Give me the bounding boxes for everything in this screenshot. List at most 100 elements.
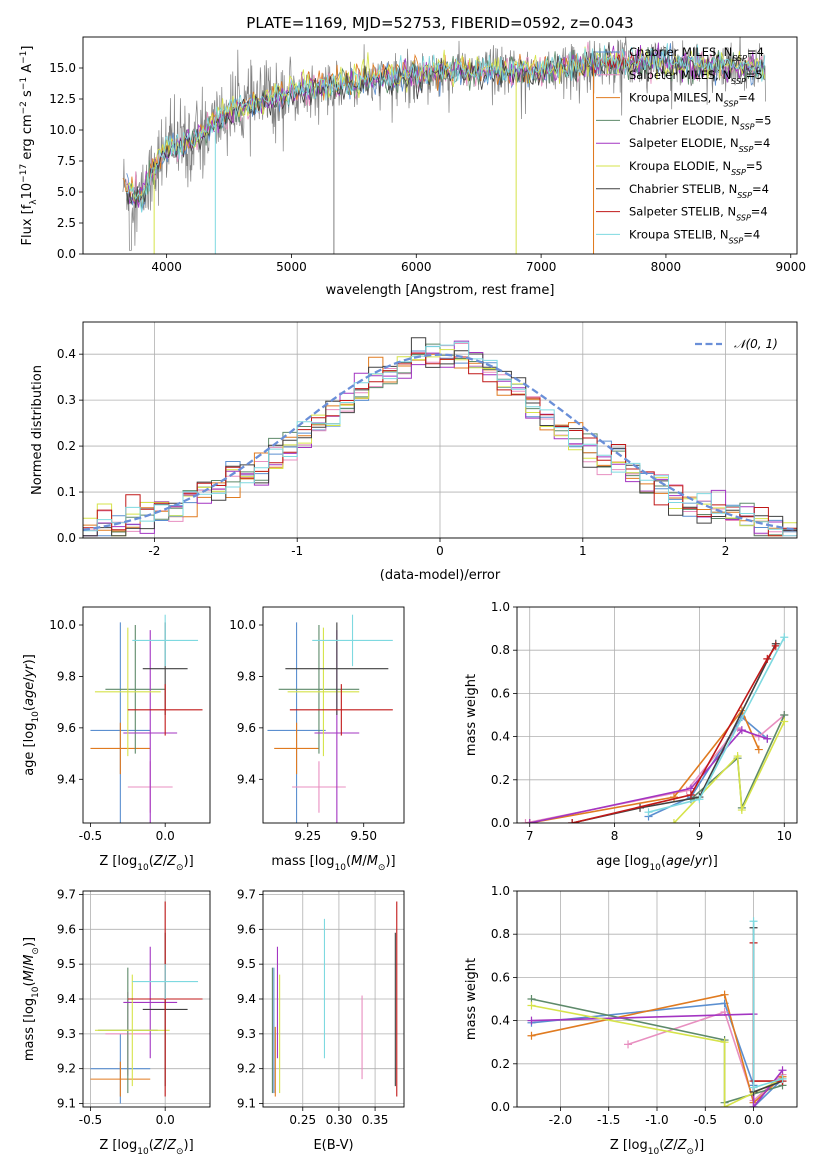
mass-vs-Z-frame <box>82 890 211 1108</box>
spectrum-ylabel: Flux [fλ10−17 erg cm−2 s−1 A−1] <box>19 46 39 246</box>
weight-marker-kroupa-elodie <box>527 1001 536 1010</box>
x-tick-label: -0.5 <box>79 829 102 843</box>
age-vs-Z-frame <box>82 606 211 824</box>
y-tick-label: 9.5 <box>57 957 76 971</box>
age-vs-mass-xlabel: mass [log10(M/M⊙)] <box>271 854 395 873</box>
x-tick-label: 5000 <box>276 260 307 274</box>
y-tick-label: 0.0 <box>57 247 76 261</box>
weight-marker-kroupa-stelib <box>749 1083 758 1092</box>
weight-vs-Z-ylabel: mass weight <box>464 958 479 1040</box>
weight-marker-kroupa-miles <box>669 793 678 802</box>
weight-marker-kroupa-stelib <box>780 633 789 642</box>
age-vs-Z-axes: -0.5 0.0 9.4 9.6 9.8 10.0 Z [log10(Z/Z⊙)] age [… <box>22 606 211 873</box>
residuals-xlabel: (data-model)/error <box>380 568 501 583</box>
y-tick-label: 0.0 <box>491 816 510 830</box>
x-tick-label: 7 <box>526 829 534 843</box>
age-vs-Z-plot-area <box>90 614 203 823</box>
x-tick-label: 8 <box>611 829 619 843</box>
y-tick-label: 9.4 <box>57 992 76 1006</box>
x-tick-label: 0.0 <box>744 1113 763 1127</box>
weight-line-kroupa-elodie <box>673 721 786 823</box>
weight-vs-age-plot-area <box>517 607 797 823</box>
spectrum-xlabel: wavelength [Angstrom, rest frame] <box>326 283 555 298</box>
y-tick-label: 0.4 <box>491 730 510 744</box>
mass-vs-Z-axes: -0.5 0.0 9.1 9.2 9.3 9.4 9.5 9.6 9.7 Z [log10(Z/Z… <box>22 887 211 1157</box>
weight-marker-kroupa-elodie <box>733 752 742 761</box>
weight-vs-Z-frame <box>516 890 798 1108</box>
y-tick-label: 9.6 <box>57 922 76 936</box>
residuals-axes: -2 -1 0 1 2 0.0 0.1 0.2 0.3 0.4 (data-model)/error… <box>30 321 798 583</box>
age-vs-mass-axes: 9.25 9.50 9.4 9.6 9.8 10.0 mass [log10(M/M⊙)] <box>229 606 405 873</box>
y-tick-label: 9.3 <box>57 1027 76 1041</box>
legend-label-kroupa-stelib: Kroupa STELIB, NSSP=4 <box>629 227 760 245</box>
y-tick-label: 9.3 <box>237 1027 256 1041</box>
y-tick-label: 9.1 <box>57 1097 76 1111</box>
x-tick-label: 6000 <box>401 260 432 274</box>
x-tick-label: 0.35 <box>362 1113 389 1127</box>
x-tick-label: 9.50 <box>350 829 377 843</box>
x-tick-label: 2 <box>722 544 730 558</box>
weight-marker-kroupa-miles <box>720 990 729 999</box>
spectrum-legend: Chabrier MILES, NSSP=4 Salpeter MILES, NS… <box>596 45 771 245</box>
mass-vs-EBV-frame <box>262 890 405 1108</box>
age-vs-mass-plot-area <box>267 614 393 823</box>
x-tick-label: -1.0 <box>645 1113 668 1127</box>
weight-marker-salpeter-stelib <box>763 654 772 663</box>
y-tick-label: 9.4 <box>57 772 76 786</box>
x-tick-label: 1 <box>579 544 587 558</box>
residuals-ylabel: Normed distribution <box>30 365 45 495</box>
y-tick-label: 9.2 <box>237 1062 256 1076</box>
weight-marker-salpeter-elodie <box>778 1066 787 1075</box>
y-tick-label: 9.6 <box>237 721 256 735</box>
weight-line-chabrier-stelib <box>752 927 783 1094</box>
spectrum-line-kroupa-elodie <box>126 46 766 202</box>
age-vs-Z-xlabel: Z [log10(Z/Z⊙)] <box>99 854 193 873</box>
weight-marker-salpeter-stelib <box>686 790 695 799</box>
y-tick-label: 1.0 <box>491 884 510 898</box>
weight-line-salpeter-elodie <box>529 729 768 823</box>
spectrum-line-kroupa-stelib <box>126 43 766 213</box>
y-tick-label: 0.2 <box>491 1057 510 1071</box>
y-tick-label: 0.4 <box>57 347 76 361</box>
y-tick-label: 9.6 <box>57 721 76 735</box>
x-tick-label: -0.5 <box>79 1113 102 1127</box>
y-tick-label: 15.0 <box>49 61 76 75</box>
y-tick-label: 9.2 <box>57 1062 76 1076</box>
weight-vs-Z-axes: -2.0 -1.5 -1.0 -0.5 0.0 0.0 0.2 0.4 0.6 0.8 1.0 Z [… <box>464 884 798 1157</box>
histogram-salpeter-stelib <box>83 352 797 537</box>
weight-marker-salpeter-elodie <box>527 1016 536 1025</box>
residuals-legend: 𝒩(0, 1) <box>695 337 778 351</box>
y-tick-label: 9.8 <box>237 669 256 683</box>
residuals-plot-area <box>83 322 797 538</box>
mass-vs-Z-ylabel: mass [log10(M/M⊙)] <box>22 937 41 1061</box>
histogram-kroupa-stelib <box>83 341 797 537</box>
spectrum-frame <box>82 36 798 255</box>
y-tick-label: 0.2 <box>491 773 510 787</box>
legend-label-chabrier-stelib: Chabrier STELIB, NSSP=4 <box>629 182 769 200</box>
age-vs-mass-frame <box>262 606 405 824</box>
x-tick-label: 0.0 <box>156 829 175 843</box>
weight-vs-Z-plot-area <box>517 891 797 1107</box>
weight-marker-salpeter-elodie <box>749 1103 758 1107</box>
y-tick-label: 9.1 <box>237 1097 256 1111</box>
weight-line-salpeter-stelib <box>572 645 777 823</box>
weight-vs-Z-xlabel: Z [log10(Z/Z⊙)] <box>610 1138 704 1157</box>
weight-marker-kroupa-stelib <box>695 795 704 804</box>
x-tick-label: 7000 <box>526 260 557 274</box>
spectrum-plot-area <box>122 37 766 254</box>
y-tick-label: 0.0 <box>491 1100 510 1114</box>
x-tick-label: 9.25 <box>294 829 321 843</box>
weight-marker-kroupa-elodie <box>737 806 746 815</box>
mass-vs-EBV-axes: 0.25 0.30 0.35 9.1 9.2 9.3 9.4 9.5 9.6 9.7 <box>237 887 405 1127</box>
x-tick-label: -1 <box>291 544 303 558</box>
weight-marker-salpeter-miles <box>624 1040 633 1049</box>
y-tick-label: 12.5 <box>49 92 76 106</box>
weight-vs-age-ylabel: mass weight <box>464 674 479 756</box>
x-tick-label: 10 <box>777 829 792 843</box>
weight-marker-salpeter-elodie <box>737 726 746 735</box>
legend-label-kroupa-elodie: Kroupa ELODIE, NSSP=5 <box>629 159 763 177</box>
x-tick-label: 0.0 <box>156 1113 175 1127</box>
weight-vs-age-axes: 7 8 9 10 0.0 0.2 0.4 0.6 0.8 1.0 age [log10(age/yr… <box>464 600 798 873</box>
x-tick-label: -0.5 <box>694 1113 717 1127</box>
